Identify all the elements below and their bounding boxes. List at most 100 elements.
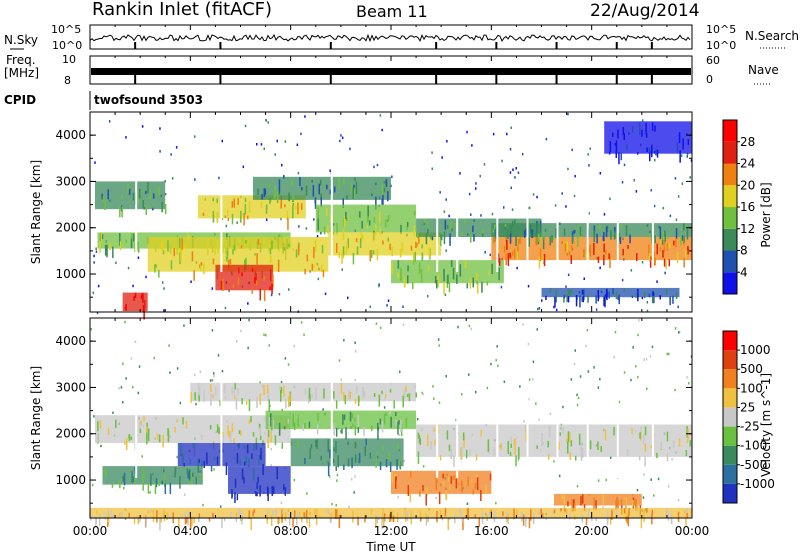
data-streak (147, 182, 149, 194)
data-streak (288, 514, 291, 526)
data-streak (606, 288, 608, 299)
data-streak (162, 249, 165, 255)
data-streak (570, 289, 573, 293)
scatter-point (666, 352, 668, 356)
data-streak (667, 510, 670, 521)
data-streak (618, 294, 620, 305)
data-streak (472, 489, 474, 495)
data-gap (556, 378, 559, 478)
data-streak (142, 478, 144, 491)
data-streak (239, 459, 241, 466)
data-streak (338, 515, 341, 529)
data-streak (234, 492, 236, 503)
data-streak (376, 451, 378, 456)
data-streak (570, 245, 573, 249)
scatter-point (125, 377, 127, 380)
data-streak (232, 284, 235, 288)
data-streak (415, 241, 417, 249)
data-streak (649, 256, 652, 268)
data-streak (406, 222, 409, 227)
data-streak (180, 246, 182, 254)
data-streak (336, 509, 338, 519)
data-streak (548, 454, 550, 460)
data-streak (369, 250, 371, 262)
scatter-point (221, 139, 223, 143)
data-streak (364, 515, 366, 523)
data-streak (648, 234, 650, 238)
data-streak (308, 517, 311, 528)
scatter-point (379, 114, 382, 117)
data-streak (240, 245, 243, 249)
data-streak (415, 392, 417, 398)
data-streak (154, 483, 157, 494)
data-streak (493, 447, 495, 456)
data-streak (141, 293, 143, 298)
scatter-point (122, 401, 124, 404)
data-streak (201, 435, 203, 440)
data-streak (412, 281, 414, 290)
data-streak (367, 205, 369, 218)
data-streak (446, 225, 449, 229)
data-band (95, 415, 291, 443)
data-streak (352, 510, 354, 523)
data-streak (320, 455, 322, 461)
data-streak (121, 206, 123, 218)
data-streak (563, 296, 565, 303)
data-streak (243, 213, 245, 226)
data-streak (338, 177, 340, 190)
scatter-point (589, 147, 591, 150)
data-streak (203, 389, 205, 402)
colorbar-tick-label: 4 (740, 265, 748, 279)
data-streak (130, 237, 133, 249)
data-streak (152, 193, 155, 199)
scatter-point (164, 192, 167, 196)
data-streak (187, 472, 189, 479)
data-streak (616, 496, 618, 508)
data-streak (200, 262, 203, 266)
scatter-point (597, 386, 600, 389)
colorbar-segment (723, 350, 737, 370)
data-streak (191, 516, 193, 527)
data-streak (304, 388, 307, 395)
data-streak (167, 430, 170, 443)
data-streak (170, 260, 173, 270)
scatter-point (194, 178, 196, 181)
data-streak (236, 493, 239, 501)
data-streak (398, 420, 400, 425)
scatter-point (224, 306, 227, 310)
colorbar-segment (723, 185, 737, 208)
data-streak (666, 431, 669, 442)
data-streak (355, 181, 358, 194)
data-streak (142, 305, 145, 312)
scatter-point (433, 397, 435, 400)
data-streak (212, 210, 215, 223)
data-streak (489, 473, 492, 481)
data-streak (257, 239, 260, 245)
scatter-point (303, 333, 305, 336)
data-streak (320, 193, 322, 199)
data-streak (654, 235, 656, 244)
data-streak (314, 239, 317, 252)
data-streak (687, 246, 689, 251)
scatter-point (138, 365, 141, 368)
data-streak (580, 439, 582, 451)
data-streak (497, 253, 500, 263)
data-streak (259, 454, 261, 460)
data-streak (678, 132, 681, 143)
scatter-point (287, 363, 290, 366)
data-streak (452, 267, 455, 280)
data-streak (297, 511, 299, 518)
data-streak (280, 389, 282, 402)
data-streak (161, 201, 163, 213)
data-streak (305, 509, 308, 518)
scatter-point (94, 161, 96, 164)
data-streak (178, 517, 180, 529)
data-streak (561, 495, 563, 499)
data-streak (227, 425, 229, 436)
scatter-point (278, 292, 281, 296)
data-streak (507, 441, 509, 454)
data-band (190, 382, 417, 402)
data-streak (684, 249, 687, 257)
scatter-point (391, 175, 393, 178)
data-streak (461, 233, 463, 236)
